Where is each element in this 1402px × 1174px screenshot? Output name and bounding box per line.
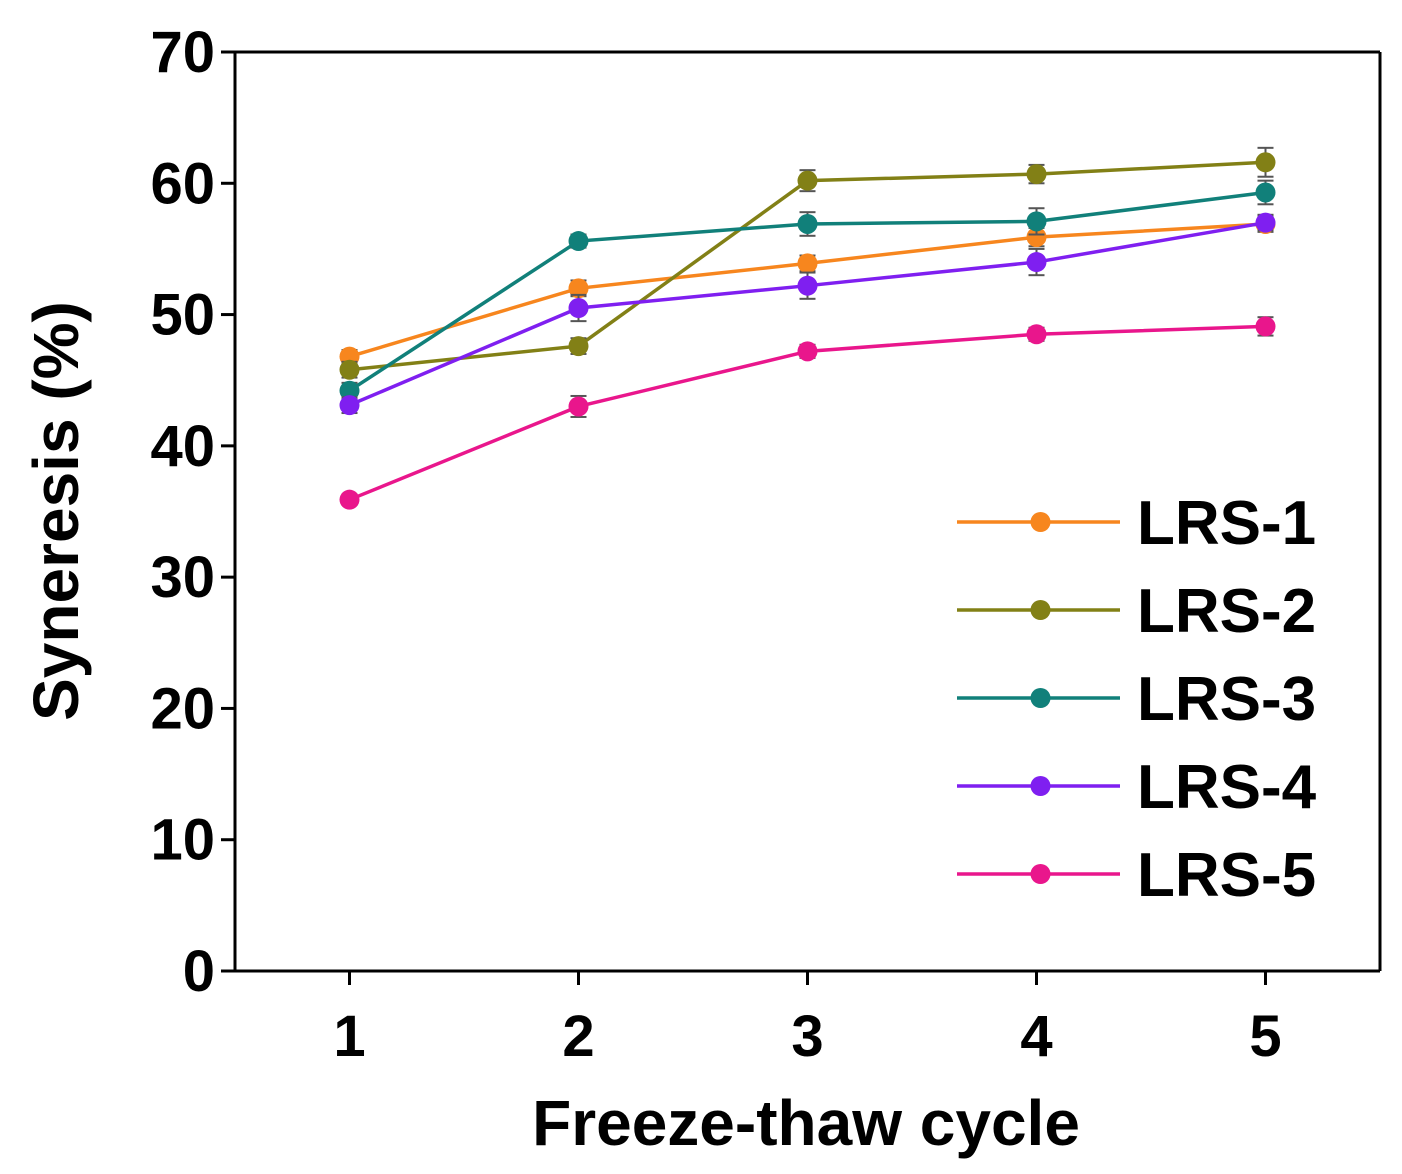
data-point	[797, 170, 818, 191]
series-lrs-4	[339, 212, 1276, 416]
series-lrs-3	[339, 179, 1276, 401]
axes	[233, 50, 1382, 973]
y-tick-label: 40	[150, 414, 215, 479]
data-point	[339, 489, 360, 510]
y-tick-label: 30	[150, 545, 215, 610]
data-point	[568, 336, 589, 357]
legend-label: LRS-3	[1137, 665, 1316, 734]
data-point	[1255, 212, 1276, 233]
legend-label: LRS-5	[1137, 841, 1316, 910]
legend-marker	[1030, 776, 1051, 796]
data-point	[339, 380, 360, 401]
legend-marker	[1030, 600, 1051, 620]
data-point	[1026, 252, 1047, 273]
legend-marker	[1030, 512, 1051, 532]
y-tick-label: 0	[183, 939, 215, 1004]
y-tick-label: 70	[150, 20, 215, 85]
legend-item: LRS-3	[957, 665, 1316, 734]
x-tick-label: 2	[562, 1004, 594, 1069]
data-point	[568, 298, 589, 319]
legend-label: LRS-4	[1137, 753, 1317, 822]
y-tick-label: 60	[150, 151, 215, 216]
legend-item: LRS-1	[957, 489, 1316, 558]
tick-marks: 0 10 20 30 40 50 60 70 1 2 3 4 5	[150, 20, 1281, 1069]
data-point	[1255, 152, 1276, 173]
legend-marker	[1030, 688, 1051, 708]
data-point	[568, 278, 589, 299]
legend-item: LRS-2	[957, 577, 1316, 646]
data-point	[1026, 211, 1047, 232]
legend-marker	[1030, 864, 1051, 884]
x-tick-label: 3	[791, 1004, 823, 1069]
data-point	[797, 213, 818, 234]
y-tick-label: 50	[150, 283, 215, 348]
legend-label: LRS-1	[1137, 489, 1316, 558]
data-point	[1255, 182, 1276, 203]
data-point	[1026, 227, 1047, 248]
y-tick-label: 20	[150, 676, 215, 741]
data-point	[797, 253, 818, 274]
series-group	[339, 146, 1276, 510]
data-point	[1255, 316, 1276, 337]
data-point	[797, 341, 818, 362]
series-lrs-5	[339, 316, 1276, 510]
x-tick-label: 5	[1249, 1004, 1281, 1069]
legend: LRS-1 LRS-2 LRS-3 LRS-4 LRS-5	[957, 489, 1317, 910]
data-point	[339, 395, 360, 416]
data-point	[1026, 164, 1047, 185]
data-point	[568, 396, 589, 417]
data-point	[797, 275, 818, 296]
x-tick-label: 4	[1020, 1004, 1052, 1069]
x-axis-title: Freeze-thaw cycle	[532, 1087, 1080, 1159]
data-point	[568, 231, 589, 252]
y-axis-title: Syneresis (%)	[20, 301, 92, 721]
data-point	[339, 359, 360, 380]
legend-item: LRS-4	[957, 753, 1317, 822]
x-tick-label: 1	[333, 1004, 365, 1069]
y-tick-label: 10	[150, 808, 215, 873]
legend-item: LRS-5	[957, 841, 1316, 910]
legend-label: LRS-2	[1137, 577, 1316, 646]
series-lrs-2	[339, 146, 1276, 380]
data-point	[1026, 324, 1047, 345]
